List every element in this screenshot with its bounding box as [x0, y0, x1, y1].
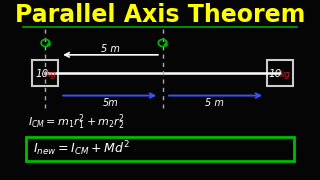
- Bar: [32, 60, 59, 86]
- Text: ls: ls: [164, 41, 169, 47]
- Text: 5 m: 5 m: [101, 44, 120, 54]
- Text: kg: kg: [279, 70, 291, 79]
- Text: $I_{CM} = m_1r_1^2 + m_2r_2^2$: $I_{CM} = m_1r_1^2 + m_2r_2^2$: [28, 113, 125, 132]
- Text: 5m: 5m: [103, 98, 118, 107]
- Text: 5 m: 5 m: [205, 98, 224, 107]
- Text: 10: 10: [36, 69, 49, 79]
- Bar: [267, 60, 293, 86]
- Text: 10: 10: [269, 69, 282, 79]
- Bar: [26, 137, 294, 161]
- Text: kg: kg: [46, 70, 57, 79]
- Text: $I_{new} = I_{CM} + Md^2$: $I_{new} = I_{CM} + Md^2$: [33, 139, 130, 158]
- Text: Parallel Axis Theorem: Parallel Axis Theorem: [15, 3, 305, 27]
- Text: ls: ls: [46, 41, 52, 47]
